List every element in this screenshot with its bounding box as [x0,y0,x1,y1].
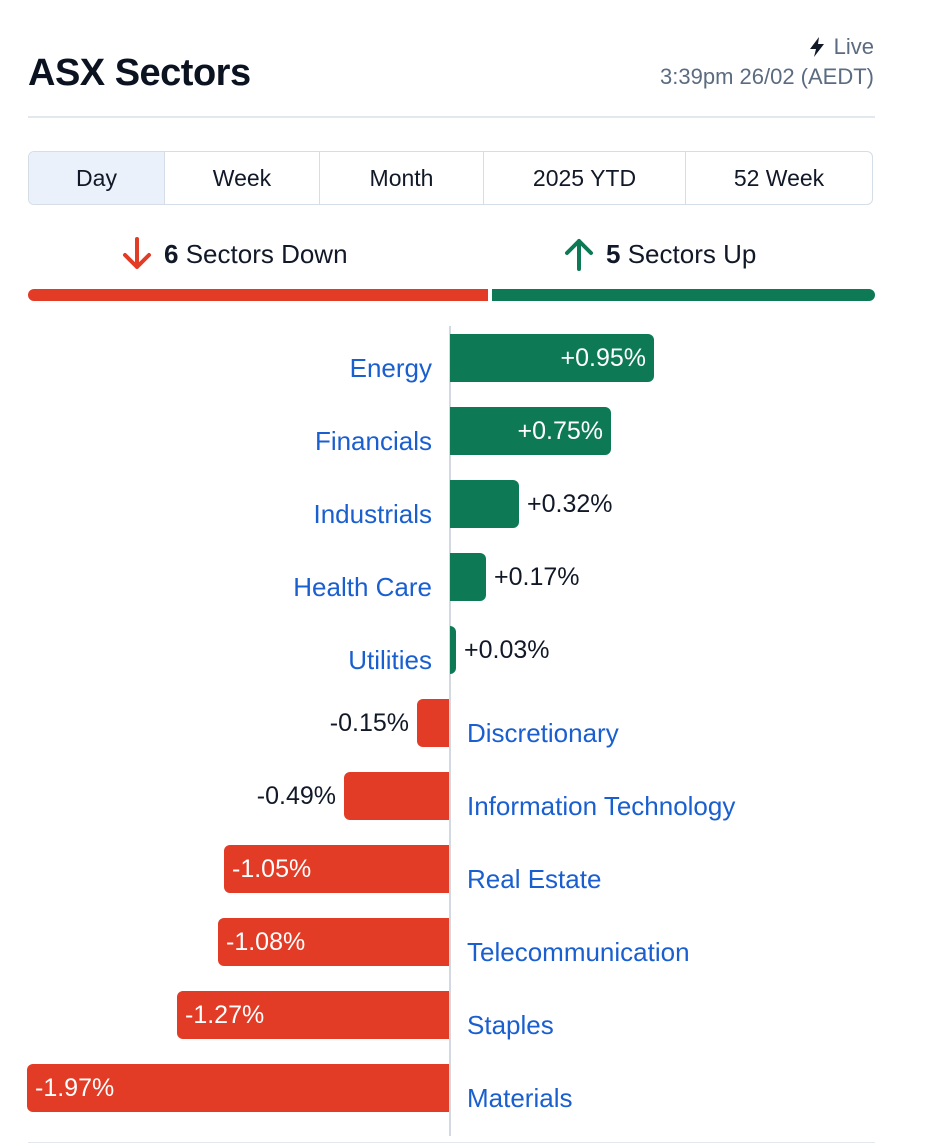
value-label-real-estate: -1.05% [232,855,312,883]
value-label-staples: -1.27% [185,1001,265,1029]
lightning-icon [809,37,824,57]
sector-link-financials[interactable]: Financials [314,426,432,456]
sector-link-health-care[interactable]: Health Care [293,572,432,602]
tab-week[interactable]: Week [165,152,320,204]
sector-link-information-technology[interactable]: Information Technology [467,791,736,821]
page-title: ASX Sectors [28,52,251,94]
bar-staples [177,991,449,1039]
tab-2025-ytd[interactable]: 2025 YTD [484,152,686,204]
sector-link-industrials[interactable]: Industrials [313,499,433,529]
bar-discretionary [417,699,449,747]
live-indicator: Live [808,34,874,60]
bar-health-care [450,553,486,601]
bar-utilities [450,626,456,674]
timestamp: 3:39pm 26/02 (AEDT) [660,64,874,89]
sector-link-energy[interactable]: Energy [349,353,432,383]
bar-real-estate [224,845,449,893]
arrow-down-icon [123,237,151,269]
value-label-energy: +0.95% [560,344,647,372]
arrow-up-icon [565,239,593,271]
sectors-up-summary: 5 Sectors Up [562,236,756,272]
bar-telecommunication [218,918,449,966]
live-label: Live [833,34,874,59]
value-label-health-care: +0.17% [494,563,580,591]
header-divider [28,116,875,118]
value-label-information-technology: -0.49% [256,782,336,810]
sectors-up-count: 5 [606,238,621,269]
sectors-down-summary: 6 Sectors Down [120,236,348,272]
sector-link-utilities[interactable]: Utilities [348,645,432,675]
tab-day[interactable]: Day [29,152,165,204]
footer-divider [28,1142,875,1143]
sectors-down-bar [28,289,488,301]
bar-financials [450,407,611,455]
sector-link-telecommunication[interactable]: Telecommunication [467,937,690,967]
bar-materials [27,1064,449,1112]
bar-information-technology [344,772,449,820]
bar-energy [450,334,654,382]
tab-month[interactable]: Month [320,152,484,204]
value-label-financials: +0.75% [517,417,604,445]
value-label-discretionary: -0.15% [329,709,409,737]
value-label-industrials: +0.32% [527,490,613,518]
bar-industrials [450,480,519,528]
value-label-materials: -1.97% [35,1074,115,1102]
value-label-telecommunication: -1.08% [226,928,306,956]
chart-axis [449,326,451,1136]
value-label-utilities: +0.03% [464,636,550,664]
sectors-down-label: Sectors Down [185,238,348,269]
sector-link-real-estate[interactable]: Real Estate [467,864,602,894]
sectors-down-count: 6 [164,238,179,269]
tab-52-week[interactable]: 52 Week [733,164,825,191]
sectors-up-label: Sectors Up [627,238,757,269]
sectors-up-bar [492,289,875,301]
period-tabs: Day Week Month 2025 YTD 52 Week [28,151,873,205]
sector-link-staples[interactable]: Staples [467,1010,554,1040]
sector-link-discretionary[interactable]: Discretionary [467,718,619,748]
sector-link-materials[interactable]: Materials [467,1083,573,1113]
